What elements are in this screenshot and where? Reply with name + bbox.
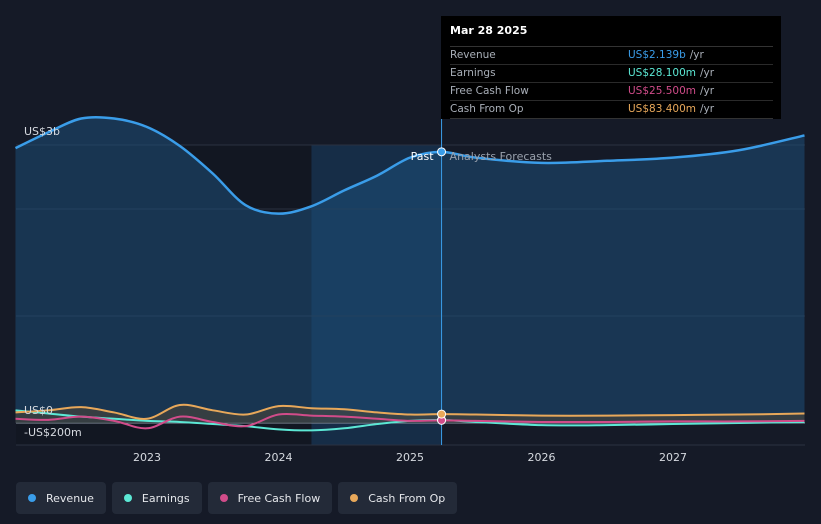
tooltip-unit: /yr — [700, 85, 715, 97]
x-tick-label: 2023 — [133, 451, 161, 464]
tooltip-unit: /yr — [689, 49, 704, 61]
legend-item-earnings[interactable]: Earnings — [111, 482, 202, 514]
legend-dot-icon — [28, 494, 36, 502]
free-cash-flow-line — [15, 412, 805, 430]
tooltip-row-revenue: Revenue US$2.139b /yr — [450, 47, 773, 65]
x-tick-label: 2027 — [659, 451, 687, 464]
x-tick-label: 2024 — [265, 451, 293, 464]
revenue-marker — [437, 147, 447, 157]
past-label: Past — [411, 150, 435, 163]
y-tick-label: US$0 — [24, 404, 53, 417]
x-tick-label: 2025 — [396, 451, 424, 464]
cash-from-op-line — [15, 403, 805, 420]
tooltip-label: Cash From Op — [450, 103, 524, 115]
tooltip-row-cash-from-op: Cash From Op US$83.400m /yr — [450, 101, 773, 119]
legend: Revenue Earnings Free Cash Flow Cash Fro… — [16, 482, 458, 514]
tooltip-value: US$83.400m — [628, 103, 696, 115]
legend-dot-icon — [219, 494, 228, 502]
legend-dot-icon — [350, 494, 359, 502]
legend-dot-icon — [123, 494, 132, 502]
revenue-line — [14, 115, 805, 215]
cash-from-op-area — [15, 404, 805, 423]
tooltip-row-earnings: Earnings US$28.100m /yr — [450, 65, 773, 83]
series-areas — [15, 117, 805, 423]
tooltip-unit: /yr — [700, 67, 715, 79]
tooltip-label: Revenue — [450, 49, 496, 61]
y-tick-label: -US$200m — [24, 426, 82, 439]
legend-label: Free Cash Flow — [237, 491, 321, 505]
legend-item-cash-from-op[interactable]: Cash From Op — [338, 482, 458, 514]
y-axis-labels: US$3b US$0 -US$200m — [24, 125, 82, 439]
legend-label: Earnings — [141, 491, 190, 505]
earnings-line — [15, 409, 805, 432]
tooltip-value: US$25.500m — [628, 85, 696, 97]
x-tick-label: 2026 — [528, 451, 556, 464]
legend-item-free-cash-flow[interactable]: Free Cash Flow — [207, 482, 333, 514]
tooltip-label: Earnings — [450, 67, 496, 79]
y-tick-label: US$3b — [24, 125, 60, 138]
x-axis-labels: 2023 2024 2025 2026 2027 — [133, 451, 687, 464]
cash-from-op-marker — [437, 409, 447, 419]
tooltip-unit: /yr — [700, 103, 715, 115]
tooltip: Mar 28 2025 Revenue US$2.139b /yr Earnin… — [441, 16, 781, 119]
tooltip-date: Mar 28 2025 — [450, 24, 773, 47]
series-lines — [14, 115, 805, 432]
legend-item-revenue[interactable]: Revenue — [16, 482, 106, 514]
tooltip-value: US$28.100m — [628, 67, 696, 79]
tooltip-row-free-cash-flow: Free Cash Flow US$25.500m /yr — [450, 83, 773, 101]
legend-label: Revenue — [46, 491, 94, 505]
tooltip-value: US$2.139b — [628, 49, 686, 61]
legend-label: Cash From Op — [368, 491, 446, 505]
tooltip-label: Free Cash Flow — [450, 85, 529, 97]
forecast-label: Analysts Forecasts — [450, 150, 553, 163]
revenue-area — [15, 117, 805, 423]
cursor-markers — [437, 147, 447, 425]
